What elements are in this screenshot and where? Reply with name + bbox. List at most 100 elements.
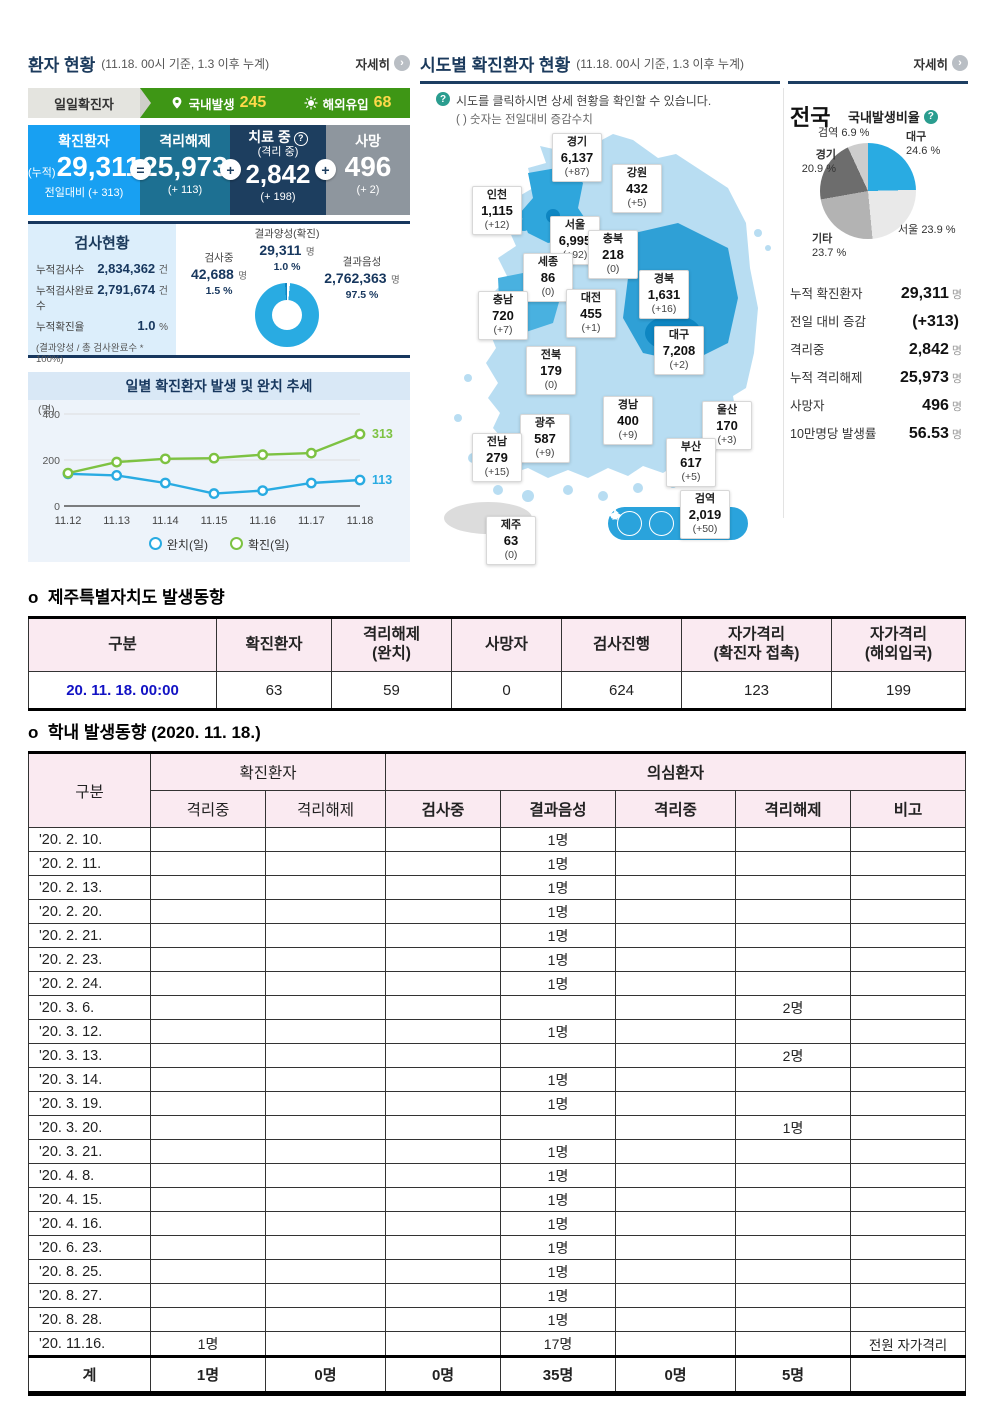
test-donut-chart <box>255 283 319 347</box>
svg-text:11.17: 11.17 <box>298 515 325 527</box>
table-row: '20. 8. 27. 1명 <box>28 1283 967 1308</box>
date-cell: '20. 3. 6. <box>28 995 151 1020</box>
map-region-label[interactable]: 대구 7,208 (+2) <box>654 326 704 376</box>
svg-text:11.12: 11.12 <box>55 515 82 527</box>
map-region-label[interactable]: 경기 6,137 (+87) <box>552 133 602 183</box>
date-cell: '20. 3. 14. <box>28 1067 151 1092</box>
school-trend-section: o 학내 발생동향 (2020. 11. 18.) 구분 확진환자 의심환자 격… <box>28 718 967 1396</box>
table-row: '20. 3. 20. 1명 <box>28 1115 967 1140</box>
map-region-label[interactable]: 인천 1,115 (+12) <box>472 186 522 236</box>
help-icon[interactable]: ? <box>923 109 938 124</box>
table-row: '20. 11.16. 1명 17명 전원 자가격리 <box>28 1331 967 1357</box>
nationwide-stat-row: 누적 확진환자 29,311 명 <box>790 285 962 302</box>
donut-label-negative: 결과음성 2,762,363 명 97.5 % <box>324 256 400 302</box>
svg-text:11.16: 11.16 <box>249 515 276 527</box>
date-cell: '20. 3. 20. <box>28 1115 151 1140</box>
table-row: 20. 11. 18. 00:00 63 59 0 624 123 199 <box>28 671 966 710</box>
test-status-box: 검사현황 누적검사수 2,834,362 건 누적검사완료수 2,791,674… <box>28 221 410 365</box>
donut-label-positive: 결과양성(확진) 29,311 명 1.0 % <box>254 228 320 274</box>
stat-deaths: 사망 496 (+ 2) <box>326 125 410 215</box>
pie-label-daegu: 대구 24.6 % <box>906 131 941 158</box>
svg-text:(명): (명) <box>38 404 55 416</box>
nationwide-stat-row: 사망자 496 명 <box>790 397 962 414</box>
column-header: 격리해제 (완치) <box>331 617 452 672</box>
date-cell: '20. 3. 19. <box>28 1091 151 1116</box>
korea-map: 경기 6,137 (+87) 강원 432 (+5) 인천 1,115 (+12… <box>428 128 780 566</box>
location-pin-icon <box>172 97 182 109</box>
imported-cases: 해외유입 68 <box>304 94 391 113</box>
table-row: '20. 4. 15. 1명 <box>28 1187 967 1212</box>
column-header: 결과음성 <box>500 790 617 828</box>
date-cell: '20. 8. 27. <box>28 1283 151 1308</box>
stat-released: 격리해제 25,973 (+ 113) <box>140 125 230 215</box>
divider <box>788 81 968 84</box>
test-stats: 검사현황 누적검사수 2,834,362 건 누적검사완료수 2,791,674… <box>28 224 176 365</box>
ship-icon <box>609 510 674 536</box>
svg-text:113: 113 <box>372 473 392 487</box>
divider <box>420 81 780 84</box>
svg-text:11.14: 11.14 <box>152 515 179 527</box>
svg-text:11.18: 11.18 <box>347 515 374 527</box>
chevron-right-icon <box>952 55 968 71</box>
map-region-label[interactable]: 제주 63 (0) <box>486 516 536 566</box>
table-row: '20. 2. 21. 1명 <box>28 923 967 948</box>
table-row: '20. 4. 16. 1명 <box>28 1211 967 1236</box>
jeju-table: 구분 확진환자 격리해제 (완치) 사망자 검사진행 자가격리 (확진자 접촉) 자가격리 … <box>28 616 966 711</box>
date-cell: '20. 2. 23. <box>28 947 151 972</box>
date-cell: '20. 2. 20. <box>28 899 151 924</box>
help-icon[interactable]: ? <box>436 92 450 106</box>
table-row: '20. 2. 23. 1명 <box>28 947 967 972</box>
legend-recovered: 완치(일) <box>148 536 208 553</box>
table-row: '20. 4. 8. 1명 <box>28 1163 967 1188</box>
date-cell: '20. 6. 23. <box>28 1235 151 1260</box>
svg-text:11.15: 11.15 <box>201 515 228 527</box>
date-cell: '20. 3. 13. <box>28 1043 151 1068</box>
map-region-label[interactable]: 강원 432 (+5) <box>612 164 662 214</box>
column-header: 격리중 <box>150 790 266 828</box>
map-region-label[interactable]: 충북 218 (0) <box>588 230 638 280</box>
jeju-section-title: o 제주특별자치도 발생동향 <box>28 588 225 607</box>
column-header: 비고 <box>850 790 967 828</box>
map-region-label[interactable]: 경남 400 (+9) <box>603 396 653 446</box>
test-stat-row: 누적검사수 2,834,362 건 <box>36 261 168 276</box>
date-cell: '20. 2. 11. <box>28 851 151 876</box>
nationwide-title: 전국 <box>790 105 831 130</box>
help-icon[interactable]: ? <box>293 131 308 146</box>
table-row: '20. 3. 14. 1명 <box>28 1067 967 1092</box>
map-region-label[interactable]: 세종 86 (0) <box>523 253 573 303</box>
table-row: '20. 2. 13. 1명 <box>28 875 967 900</box>
date-cell: '20. 2. 24. <box>28 971 151 996</box>
regional-title-note: (11.18. 00시 기준, 1.3 이후 누계) <box>576 56 744 71</box>
trend-legend: 완치(일) 확진(일) <box>28 536 410 553</box>
table-row: '20. 2. 11. 1명 <box>28 851 967 876</box>
daily-breakdown: 국내발생 245 해외유입 68 <box>151 88 410 118</box>
nationwide-stat-row: 격리중 2,842 명 <box>790 341 962 358</box>
jeju-trend-section: o 제주특별자치도 발생동향 구분 확진환자 격리해제 (완치) 사망자 검사진행 자가격… <box>28 583 966 711</box>
title-note: (11.18. 00시 기준, 1.3 이후 누계) <box>101 56 270 71</box>
column-header: 검사진행 <box>561 617 682 672</box>
date-cell: '20. 4. 8. <box>28 1163 151 1188</box>
map-region-label[interactable]: 경북 1,631 (+16) <box>639 270 689 320</box>
map-region-label[interactable]: 전북 179 (0) <box>526 346 576 396</box>
map-region-label[interactable]: 광주 587 (+9) <box>520 414 570 464</box>
map-region-label[interactable]: 대전 455 (+1) <box>566 289 616 339</box>
trend-line-chart: 0 200 400(명) 11.12 11.13 11.14 11.15 11.16 11.17… <box>38 404 393 527</box>
nationwide-stat-row: 10만명당 발생률 56.53 명 <box>790 425 962 442</box>
nationwide-pie-chart <box>820 143 916 239</box>
map-region-label-quarantine[interactable]: 검역 2,019 (+50) <box>680 490 730 540</box>
page-title: 환자 현황 <box>28 55 96 75</box>
table-row: '20. 3. 21. 1명 <box>28 1139 967 1164</box>
map-region-label[interactable]: 부산 617 (+5) <box>666 438 716 488</box>
map-region-label[interactable]: 충남 720 (+7) <box>478 291 528 341</box>
date-cell: '20. 2. 13. <box>28 875 151 900</box>
nationwide-stat-row: 누적 격리해제 25,973 명 <box>790 369 962 386</box>
more-link[interactable]: 자세히 <box>913 54 968 73</box>
domestic-cases: 국내발생 245 <box>170 94 266 113</box>
map-region-label[interactable]: 전남 279 (+15) <box>472 433 522 483</box>
column-header: 격리중 <box>615 790 737 828</box>
more-link[interactable]: 자세히 <box>355 54 410 73</box>
total-row: 계 1명 0명 0명 35명 0명 5명 <box>28 1355 967 1394</box>
date-cell: 20. 11. 18. 00:00 <box>28 671 217 710</box>
svg-text:313: 313 <box>372 427 393 441</box>
tab-daily-confirmed[interactable]: 일일확진자 <box>28 88 140 118</box>
